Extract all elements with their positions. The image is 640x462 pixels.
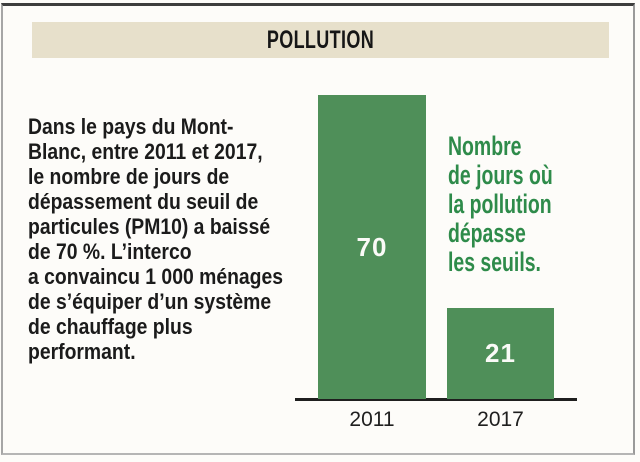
annotation-line: Nombre xyxy=(448,131,522,161)
description-paragraph: Dans le pays du Mont- Blanc, entre 2011 … xyxy=(28,114,292,364)
paragraph-line: de chauffage plus xyxy=(28,314,193,339)
header-box: POLLUTION xyxy=(32,22,609,58)
annotation-line: la pollution xyxy=(448,189,552,219)
annotation-line: les seuils. xyxy=(448,247,541,277)
paragraph-line: Blanc, entre 2011 et 2017, xyxy=(28,139,263,164)
clipping-border-frame xyxy=(1,3,635,455)
chart-annotation: Nombre de jours où la pollution dépasse … xyxy=(448,132,553,277)
paragraph-line: performant. xyxy=(28,339,136,364)
page-title: POLLUTION xyxy=(266,25,375,54)
annotation-line: de jours où xyxy=(448,160,553,190)
paragraph-line: de 70 %. L’interco xyxy=(28,239,192,264)
paragraph-line: le nombre de jours de xyxy=(28,164,230,189)
paragraph-line: dépassement du seuil de xyxy=(28,189,259,214)
paragraph-line: de s’équiper d’un système xyxy=(28,289,272,314)
annotation-line: dépasse xyxy=(448,218,526,248)
paragraph-line: Dans le pays du Mont- xyxy=(28,114,234,139)
paragraph-line: a convaincu 1 000 ménages xyxy=(28,264,284,289)
paragraph-line: particules (PM10) a baissé xyxy=(28,214,271,239)
